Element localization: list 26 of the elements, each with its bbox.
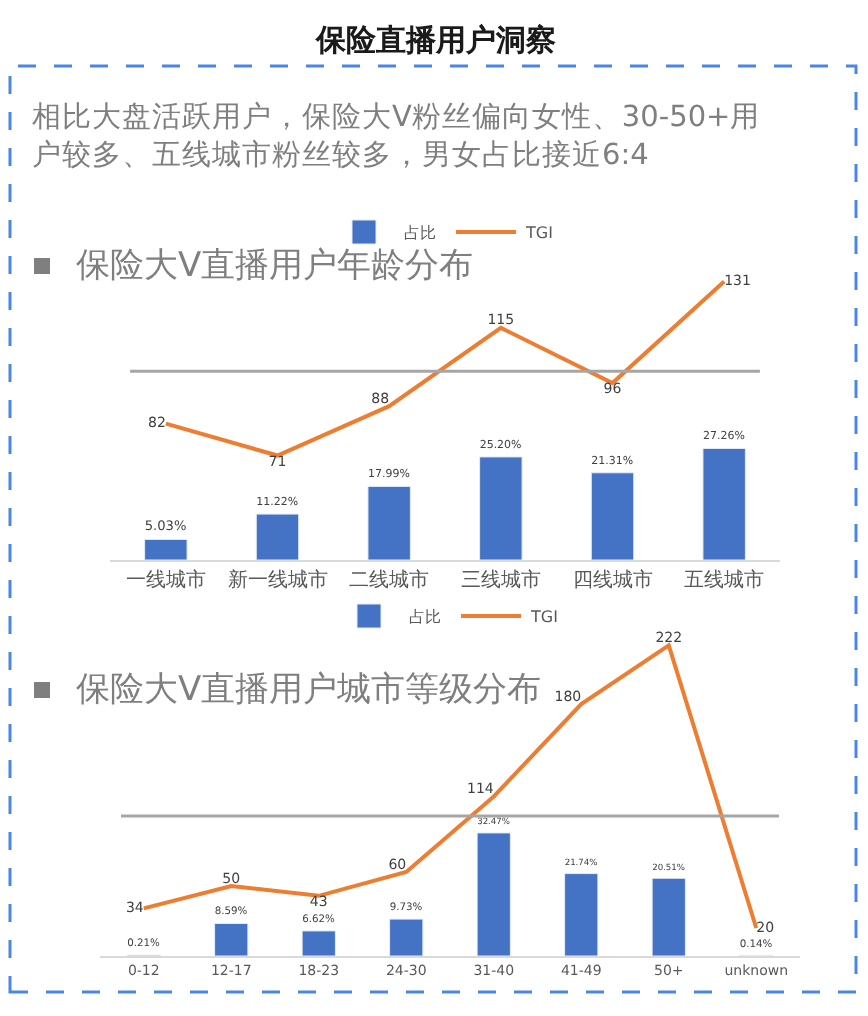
- bar: [702, 447, 746, 560]
- legend-label: TGI: [529, 608, 558, 627]
- text: 相比大盘活跃用户，保险大V粉丝偏向女性、30-50+用户较多、五线城市粉丝较多，男女占比接近6:4: [32, 100, 761, 172]
- bar: [590, 472, 635, 560]
- x-tick-label: 一线城市: [125, 568, 206, 592]
- bar: [367, 485, 411, 560]
- bar: [144, 538, 188, 560]
- bar: [214, 922, 249, 956]
- bar: [255, 513, 300, 560]
- chart-title: 保险大V直播用户年龄分布: [76, 246, 474, 286]
- bar: [389, 918, 424, 956]
- bar: [651, 877, 686, 956]
- legend-label: TGI: [524, 224, 553, 243]
- x-tick-label: 四线城市: [572, 568, 653, 592]
- bar: [301, 930, 336, 956]
- legend-label: 占比: [409, 608, 441, 627]
- bar: [479, 456, 523, 560]
- x-tick-label: 三线城市: [460, 568, 541, 592]
- text: 保险直播用户洞察: [314, 22, 556, 58]
- x-tick-label: 新一线城市: [227, 568, 328, 592]
- x-tick-label: 二线城市: [349, 568, 430, 592]
- chart-title: 保险大V直播用户城市等级分布: [76, 670, 542, 710]
- bar: [564, 873, 599, 956]
- x-tick-label: 五线城市: [684, 568, 765, 592]
- legend-label: 占比: [404, 224, 436, 243]
- bar: [476, 832, 511, 956]
